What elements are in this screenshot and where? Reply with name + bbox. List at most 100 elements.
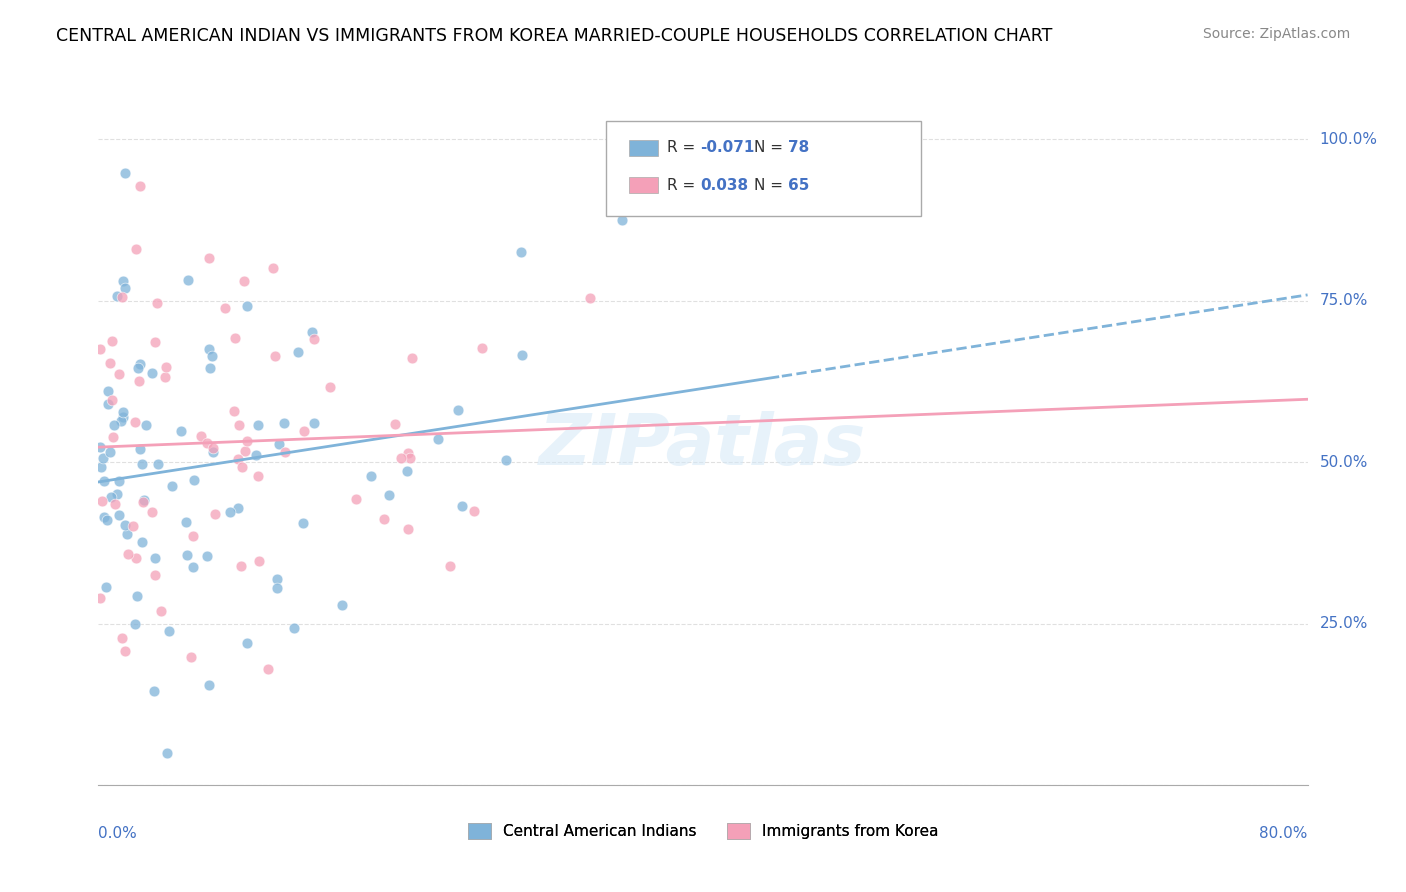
Legend: Central American Indians, Immigrants from Korea: Central American Indians, Immigrants fro… [461, 817, 945, 845]
Text: ZIPatlas: ZIPatlas [540, 411, 866, 481]
Point [111, 410, 134, 425]
Point [439, 559, 461, 574]
Point [174, 515, 197, 529]
Point [224, 331, 246, 345]
Point [128, 374, 150, 388]
Point [228, 418, 250, 433]
Point [181, 560, 204, 574]
Point [495, 452, 517, 467]
Point [105, 289, 128, 303]
Point [273, 416, 295, 430]
Point [111, 632, 134, 646]
Point [97, 384, 120, 398]
Point [373, 512, 395, 526]
Point [509, 245, 531, 260]
Point [200, 349, 222, 363]
Text: 0.0%: 0.0% [98, 826, 138, 840]
Point [344, 491, 367, 506]
Point [247, 554, 270, 568]
Point [90, 460, 112, 475]
Point [396, 446, 419, 460]
Text: R =: R = [666, 178, 700, 193]
Point [114, 166, 136, 180]
Point [201, 441, 224, 455]
Point [304, 416, 326, 430]
Point [235, 434, 257, 449]
Point [108, 474, 131, 488]
Point [395, 464, 418, 478]
Point [117, 547, 139, 561]
Text: CENTRAL AMERICAN INDIAN VS IMMIGRANTS FROM KOREA MARRIED-COUPLE HOUSEHOLDS CORRE: CENTRAL AMERICAN INDIAN VS IMMIGRANTS FR… [56, 27, 1053, 45]
Point [100, 490, 122, 504]
Point [384, 417, 406, 431]
Point [195, 436, 218, 450]
Point [125, 550, 148, 565]
Point [183, 473, 205, 487]
Point [246, 417, 269, 432]
Point [129, 358, 152, 372]
Point [301, 326, 323, 340]
Point [214, 301, 236, 315]
Point [143, 334, 166, 349]
Text: 78: 78 [787, 140, 808, 155]
Text: 0.038: 0.038 [700, 178, 749, 193]
Point [226, 452, 249, 467]
Point [160, 479, 183, 493]
Point [274, 445, 297, 459]
Point [226, 501, 249, 516]
Point [360, 468, 382, 483]
Point [90, 494, 112, 508]
Point [94, 581, 117, 595]
Point [146, 458, 169, 472]
Text: 75.0%: 75.0% [1320, 293, 1368, 309]
Point [101, 393, 124, 408]
Point [236, 636, 259, 650]
Point [110, 414, 132, 428]
Point [267, 437, 290, 451]
Point [377, 488, 399, 502]
Point [247, 469, 270, 483]
Point [122, 519, 145, 533]
Point [143, 550, 166, 565]
Point [426, 432, 449, 446]
Point [114, 644, 136, 658]
Point [578, 291, 600, 305]
Point [233, 444, 256, 458]
Point [127, 360, 149, 375]
Point [149, 604, 172, 618]
Text: 65: 65 [787, 178, 808, 193]
Point [108, 508, 131, 522]
Point [100, 356, 122, 370]
Point [190, 429, 212, 443]
Point [229, 558, 252, 573]
Point [245, 449, 267, 463]
Point [287, 345, 309, 359]
Point [197, 251, 219, 265]
Point [183, 529, 205, 543]
Point [612, 213, 634, 227]
Point [176, 548, 198, 562]
Text: 25.0%: 25.0% [1320, 616, 1368, 631]
Point [89, 440, 111, 454]
Text: Source: ZipAtlas.com: Source: ZipAtlas.com [1202, 27, 1350, 41]
Point [218, 504, 240, 518]
Point [141, 366, 163, 380]
Point [96, 513, 118, 527]
Point [401, 351, 423, 365]
Point [510, 348, 533, 362]
Point [129, 179, 152, 194]
Point [89, 591, 111, 606]
Point [236, 299, 259, 313]
Point [198, 360, 221, 375]
Text: R =: R = [666, 140, 700, 155]
FancyBboxPatch shape [630, 139, 658, 156]
Point [107, 367, 129, 381]
Point [117, 527, 139, 541]
Point [100, 334, 122, 349]
Point [180, 649, 202, 664]
Point [291, 516, 314, 531]
Text: 50.0%: 50.0% [1320, 455, 1368, 470]
Text: -0.071: -0.071 [700, 140, 755, 155]
Point [114, 518, 136, 533]
Point [266, 581, 288, 595]
